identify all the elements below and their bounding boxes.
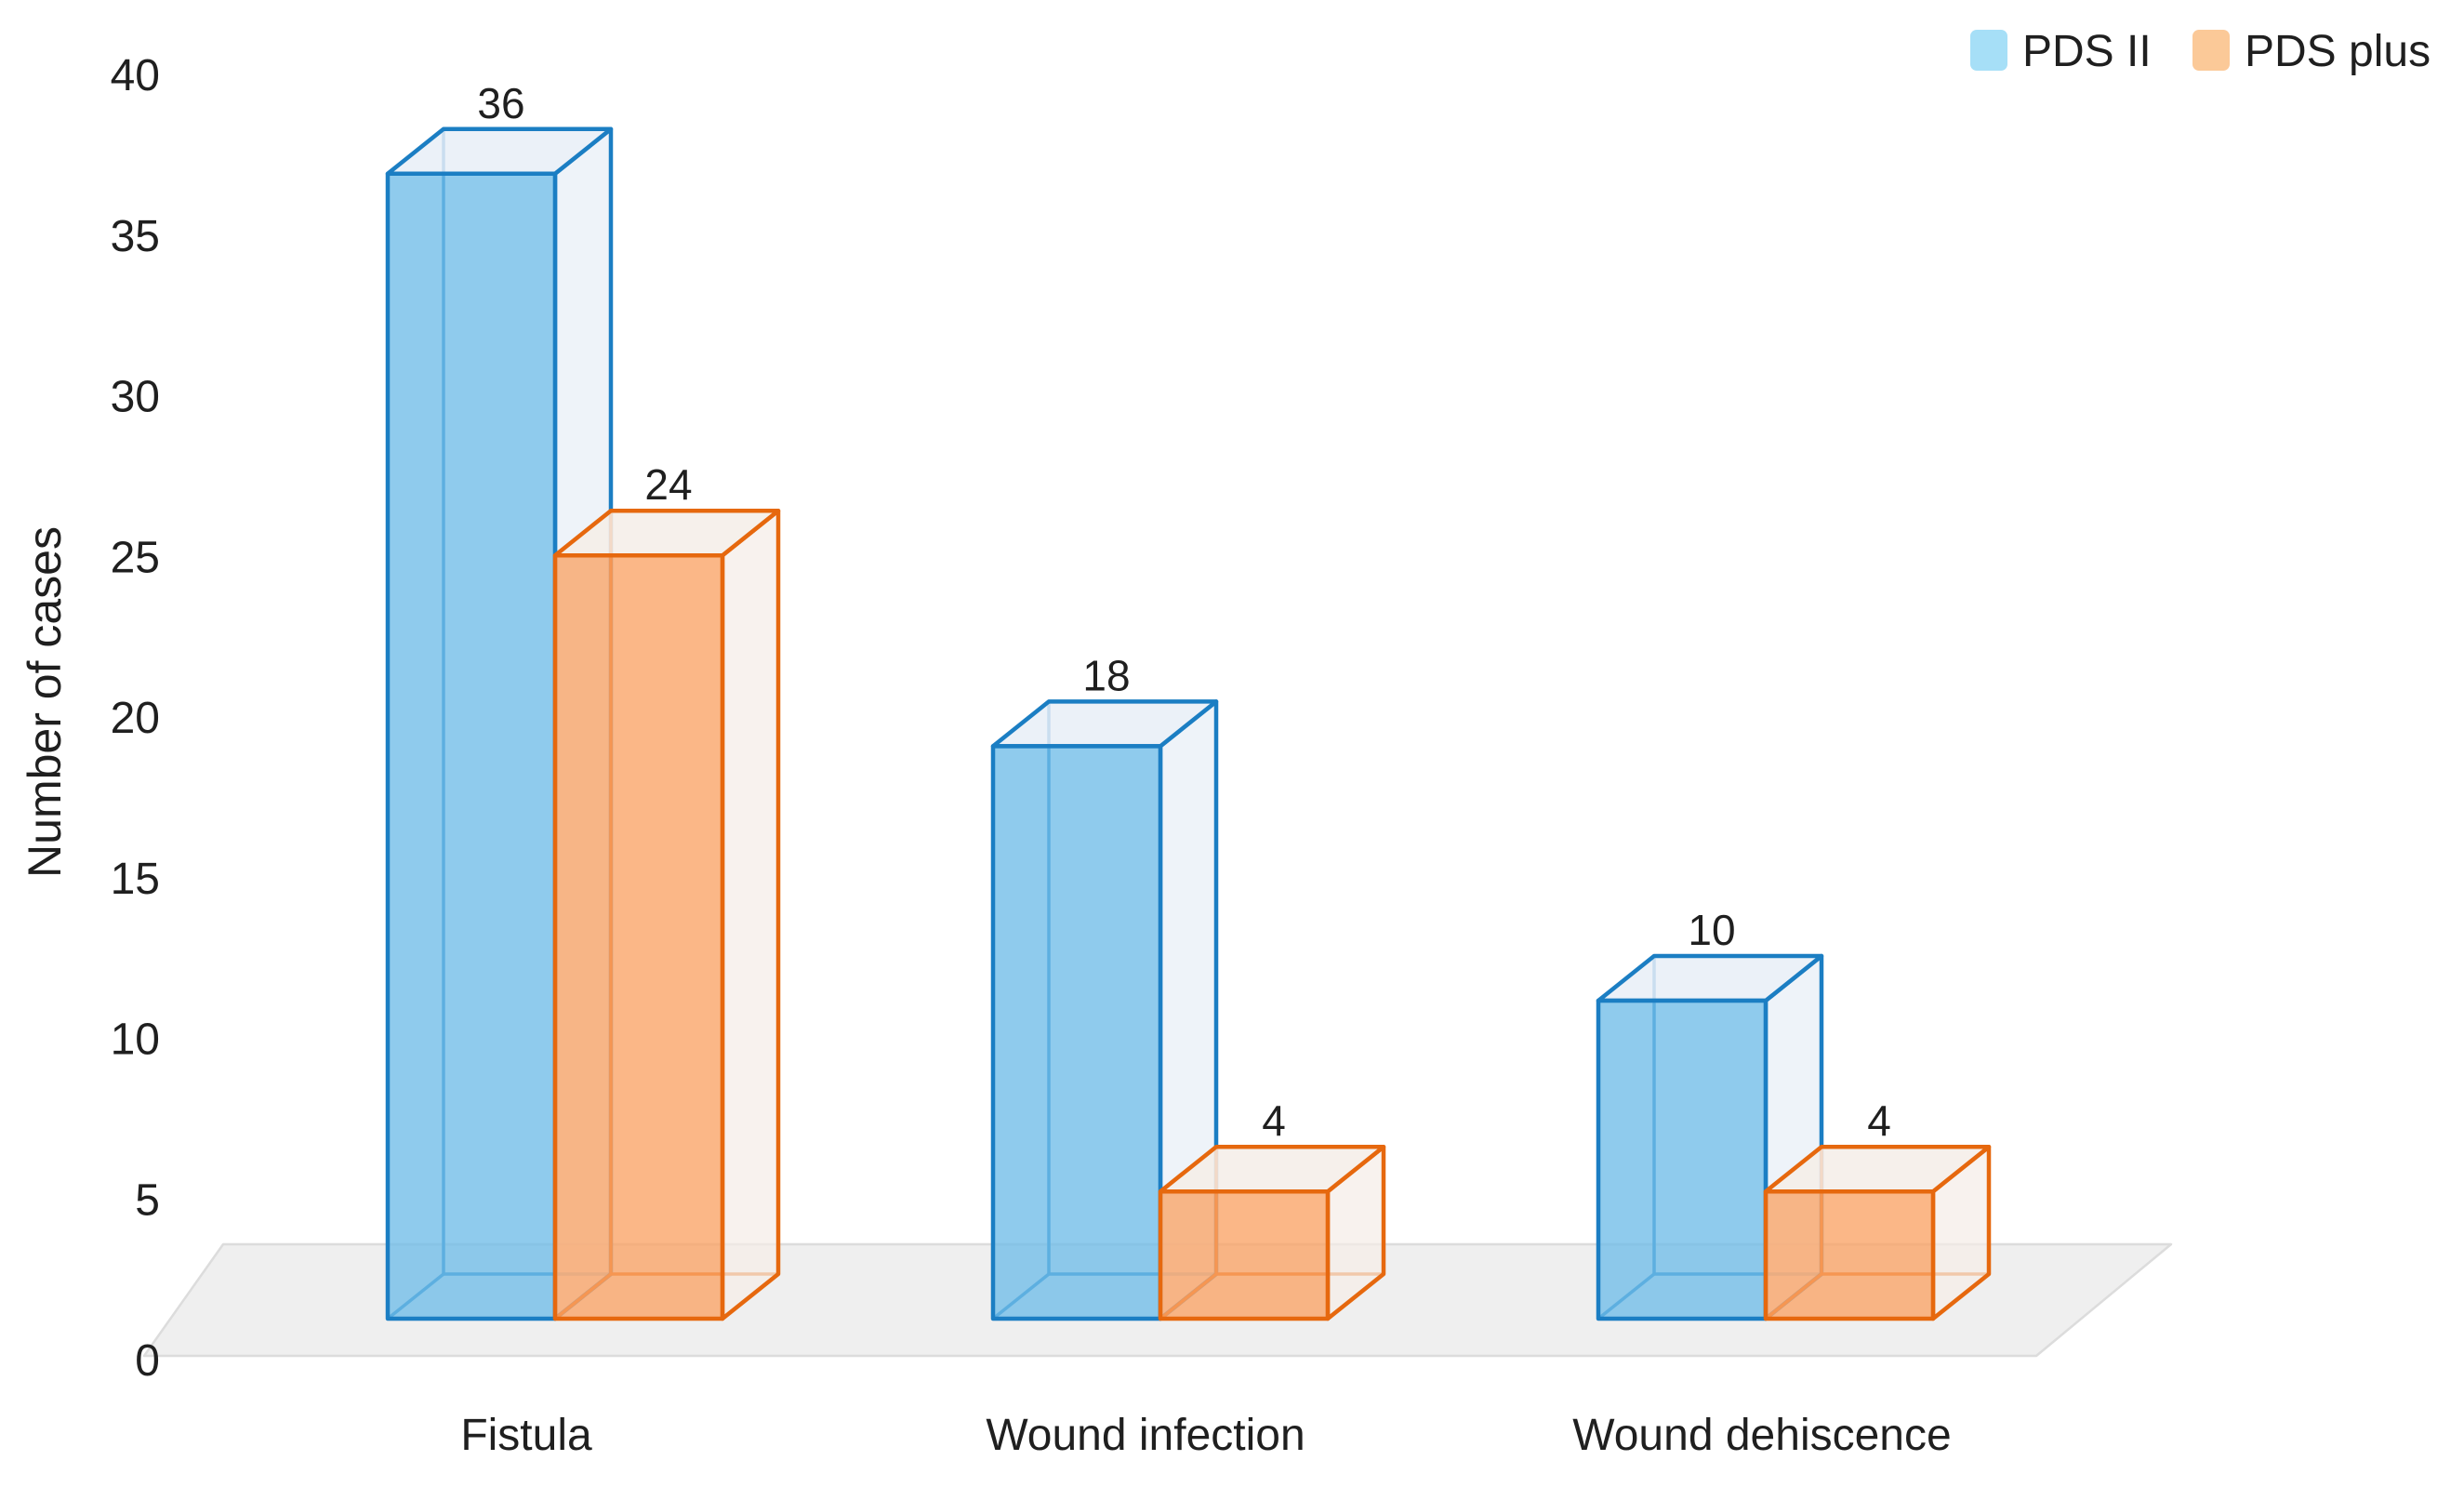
x-category-label-wound-dehiscence: Wound dehiscence (1572, 1411, 1951, 1460)
bar-front-face (1158, 1188, 1331, 1321)
bar-pds-plus-wound-infection (1158, 1144, 1386, 1321)
y-tick-label-0: 0 (135, 1336, 160, 1386)
bar-pds-plus-wound-dehiscence (1763, 1144, 1992, 1321)
y-tick-label-15: 15 (111, 855, 160, 904)
legend-item-pds-ii: PDS II (1970, 27, 2152, 76)
bars-layer (385, 126, 1992, 1321)
x-category-label-wound-infection: Wound infection (986, 1411, 1305, 1460)
x-axis-layer: Fistula Wound infection Wound dehiscence (460, 1411, 1951, 1460)
bar-pds-ii-wound-infection (990, 699, 1219, 1321)
bar-front-face (1763, 1188, 1936, 1321)
bar-front-face (990, 744, 1163, 1321)
y-axis-layer: 0 5 10 15 20 25 30 35 40 (111, 51, 160, 1386)
legend-label-pds-ii: PDS II (2022, 27, 2152, 76)
y-tick-label-20: 20 (111, 694, 160, 743)
data-label-pds-plus-fistula: 24 (644, 460, 692, 509)
data-label-pds-ii-fistula: 36 (477, 79, 524, 127)
legend-item-pds-plus: PDS plus (2192, 27, 2431, 76)
data-label-pds-ii-wound-infection: 18 (1082, 651, 1130, 699)
legend-swatch-pds-plus (2192, 30, 2230, 71)
legend-label-pds-plus: PDS plus (2245, 27, 2431, 76)
y-tick-label-10: 10 (111, 1016, 160, 1065)
y-tick-label-5: 5 (135, 1175, 160, 1225)
bar-side-face (720, 508, 781, 1321)
x-category-label-fistula: Fistula (460, 1411, 592, 1460)
y-tick-label-40: 40 (111, 51, 160, 100)
y-axis-title: Number of cases (19, 526, 71, 878)
data-label-pds-plus-wound-dehiscence: 4 (1867, 1096, 1891, 1145)
bar-front-face (385, 171, 558, 1321)
data-label-pds-ii-wound-dehiscence: 10 (1688, 906, 1735, 954)
bar-front-face (1596, 998, 1769, 1321)
legend: PDS II PDS plus (1970, 27, 2431, 76)
bar-pds-plus-fistula (552, 508, 781, 1321)
data-labels-layer: 36 24 18 4 10 4 (477, 79, 1890, 1145)
data-label-pds-plus-wound-infection: 4 (1262, 1096, 1286, 1145)
y-tick-label-30: 30 (111, 373, 160, 422)
y-tick-label-25: 25 (111, 533, 160, 582)
y-tick-label-35: 35 (111, 212, 160, 261)
legend-swatch-pds-ii (1970, 30, 2007, 71)
bar-front-face (552, 552, 725, 1321)
